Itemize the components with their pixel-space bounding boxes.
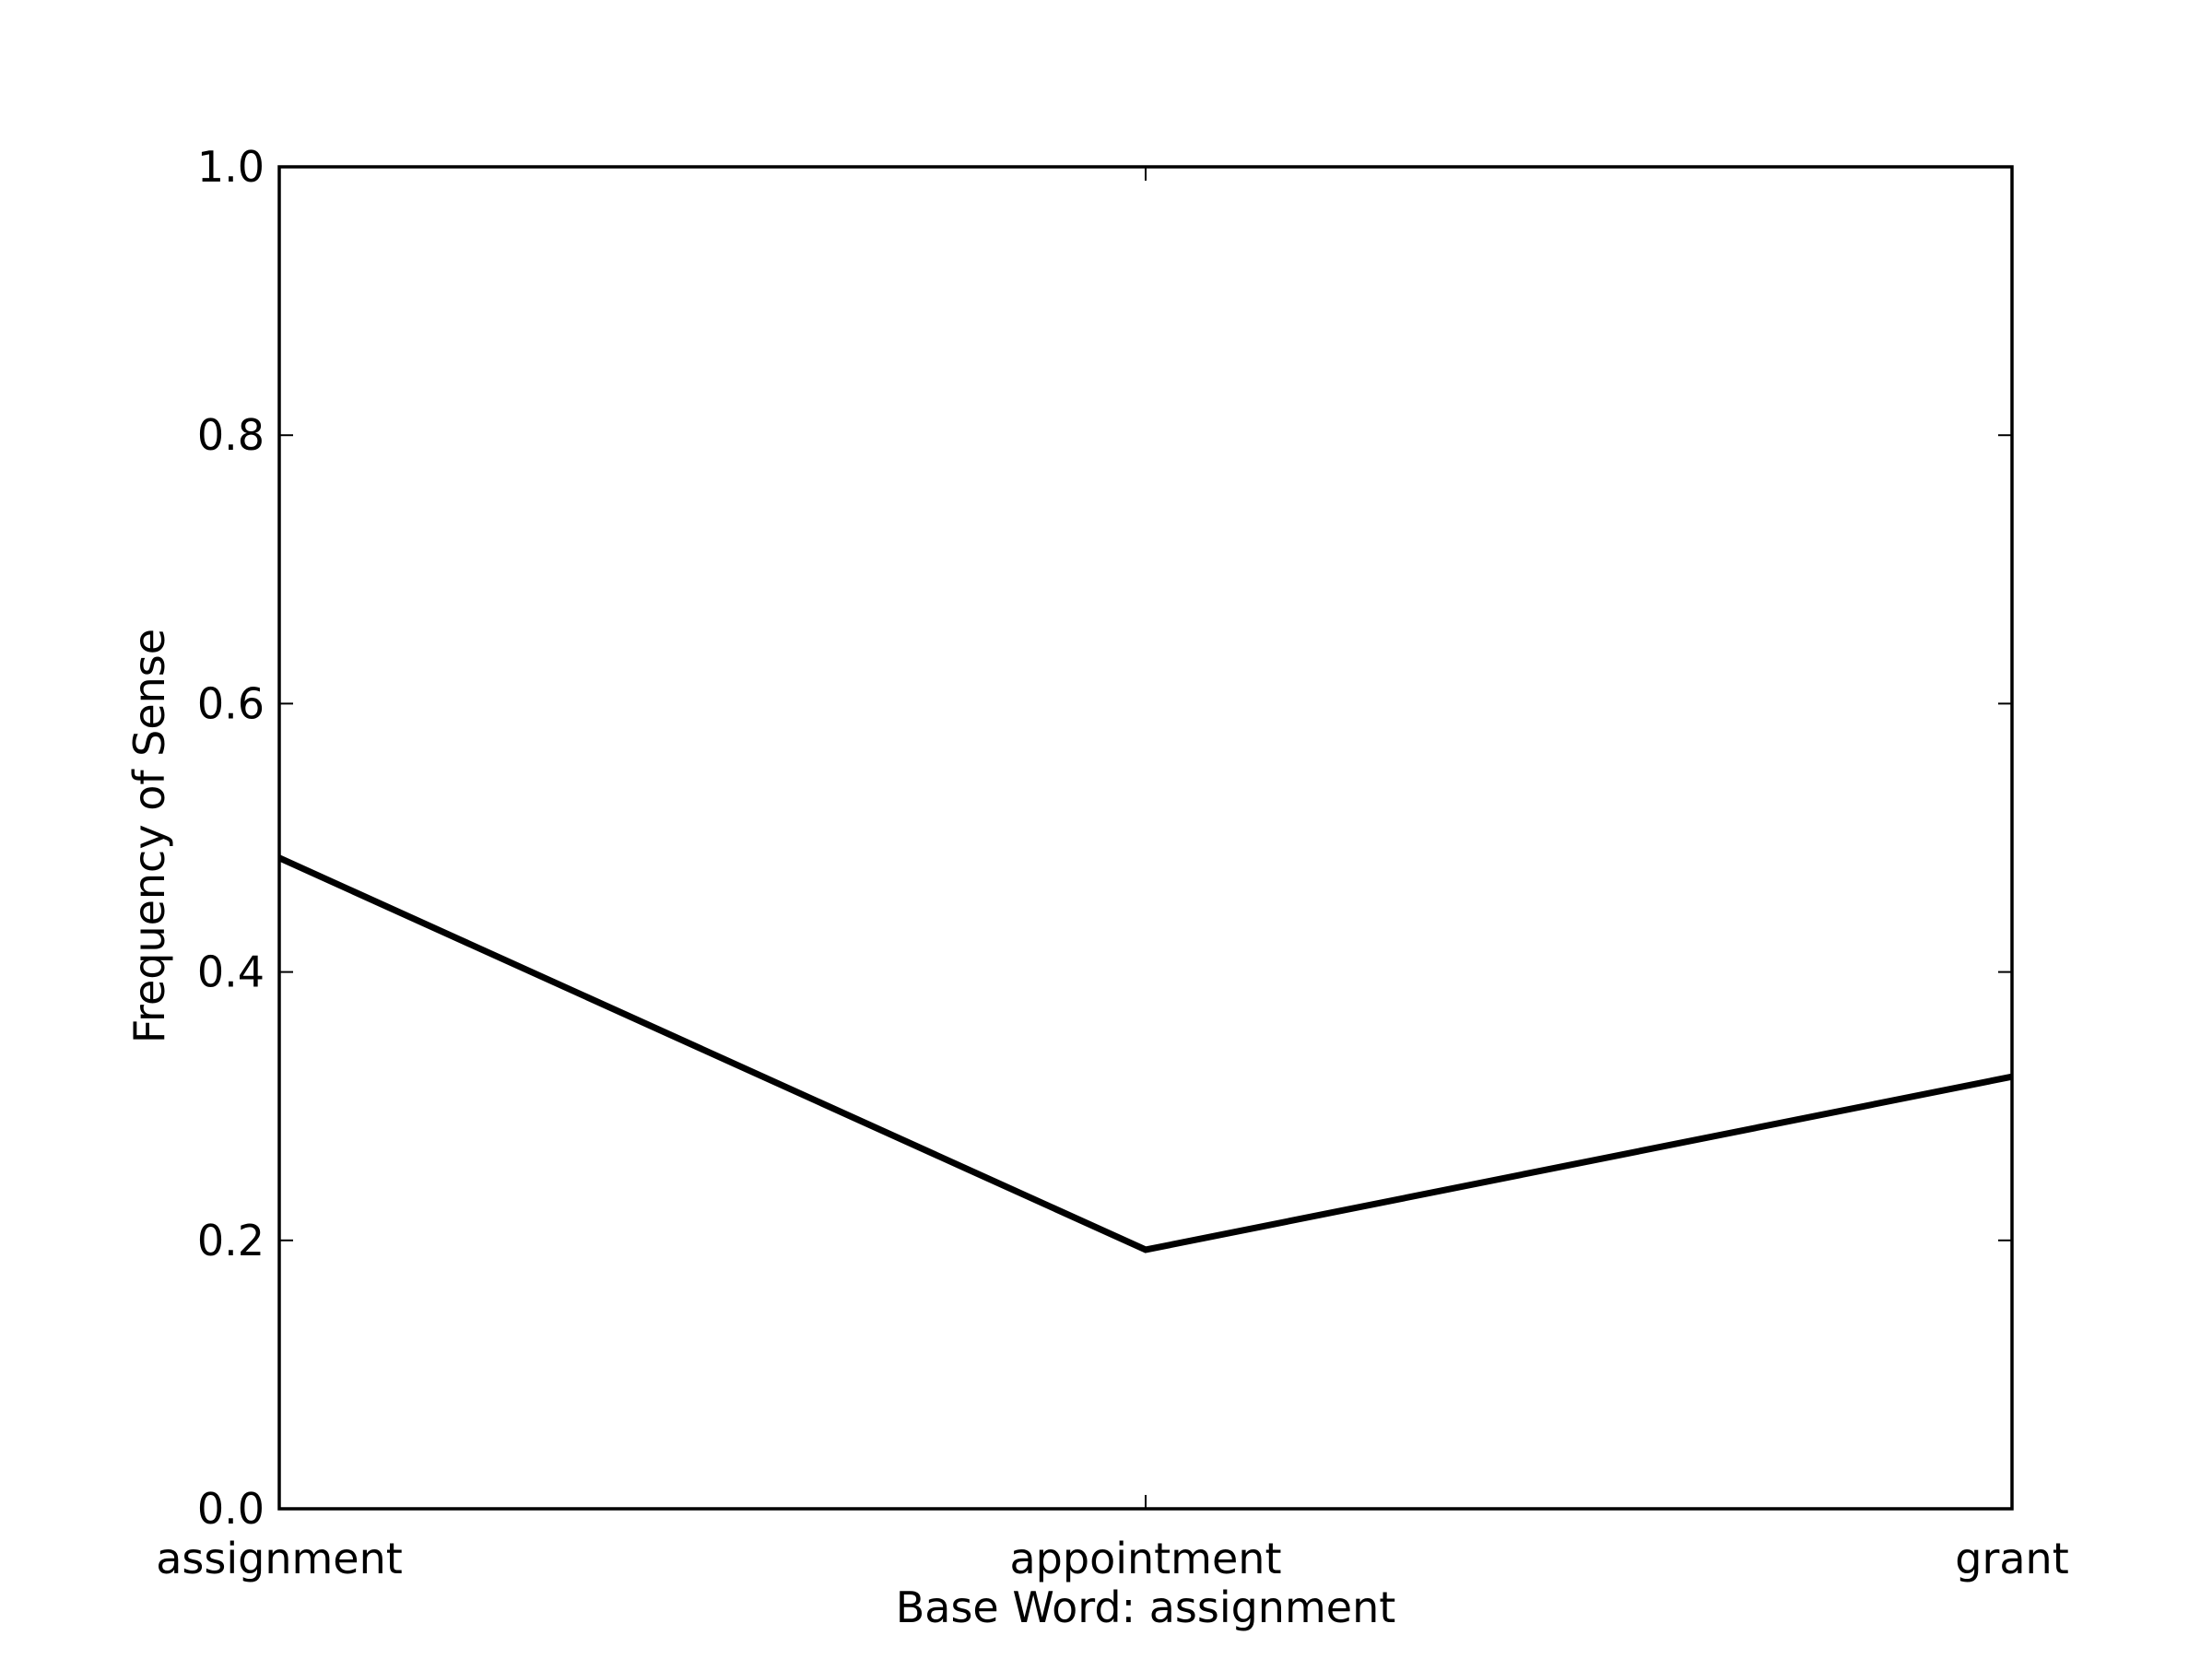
x-tick-label: appointment [1009, 1534, 1281, 1583]
x-tick-label: grant [1955, 1534, 2069, 1583]
plot-area [277, 854, 2013, 1253]
x-tick-label: assignment [156, 1534, 403, 1583]
y-tick-label: 0.4 [197, 947, 265, 997]
y-tick-label: 1.0 [197, 142, 265, 192]
x-axis-title: Base Word: assignment [896, 1583, 1396, 1632]
y-tick-label: 0.2 [197, 1216, 265, 1265]
y-tick-label: 0.6 [197, 678, 265, 728]
x-axis: assignment appointment grant [156, 167, 2069, 1583]
y-tick-label: 0.8 [197, 410, 265, 460]
y-tick-label: 0.0 [197, 1484, 265, 1534]
y-axis: 0.0 0.2 0.4 0.6 0.8 1.0 [197, 142, 2012, 1534]
y-axis-title: Frequency of Sense [124, 629, 174, 1043]
plot-frame [277, 165, 2014, 1511]
series-line [277, 854, 2013, 1253]
